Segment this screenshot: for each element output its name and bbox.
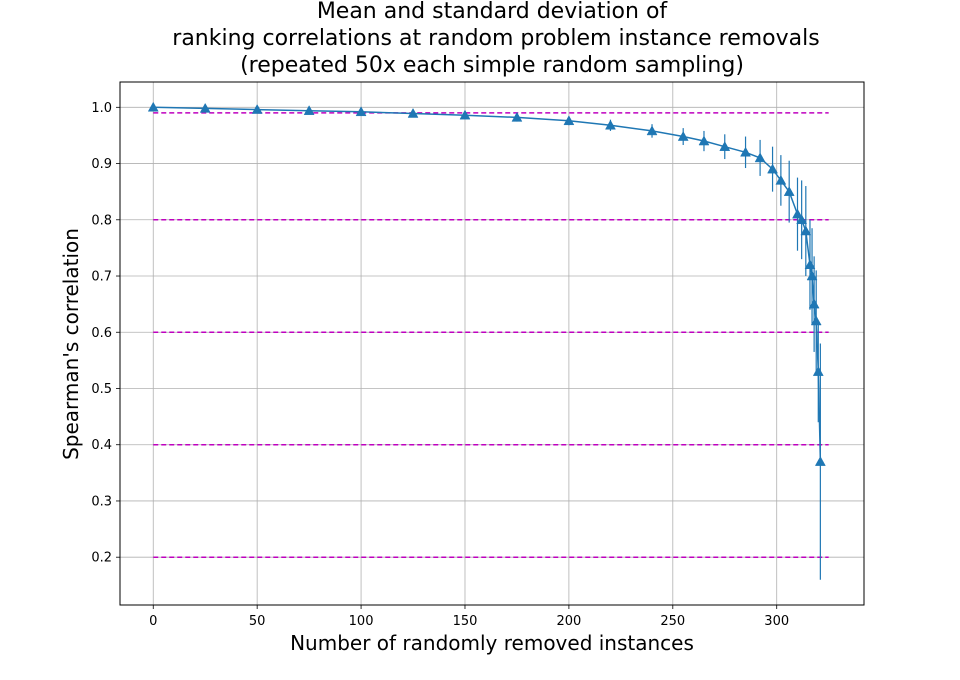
data-point-marker [812, 366, 824, 376]
chart-title-line-3: (repeated 50x each simple random samplin… [240, 53, 744, 78]
markers-layer [147, 101, 826, 466]
y-tick-label: 0.9 [91, 157, 112, 172]
x-tick-label: 300 [764, 614, 789, 629]
x-tick-label: 150 [453, 614, 478, 629]
data-point-marker [698, 135, 710, 146]
data-point-marker [511, 111, 523, 122]
data-point-marker [147, 101, 159, 112]
x-tick-label: 250 [660, 614, 685, 629]
data-point-marker [199, 102, 211, 113]
data-point-marker [796, 214, 808, 225]
x-tick-label: 200 [556, 614, 581, 629]
data-point-marker [814, 456, 826, 466]
chart-title-line-2: ranking correlations at random problem i… [172, 26, 819, 51]
data-point-marker [783, 186, 795, 196]
x-tick-label: 0 [149, 614, 157, 629]
data-point-marker [407, 107, 419, 118]
data-point-marker [810, 315, 822, 326]
data-point-marker [719, 141, 731, 151]
data-point-marker [804, 259, 816, 270]
mean-line [153, 106, 822, 462]
series-layer [153, 106, 822, 462]
data-point-marker [355, 106, 367, 117]
data-point-marker [740, 146, 751, 157]
data-point-marker [800, 225, 812, 236]
x-axis-label: Number of randomly removed instances [290, 631, 694, 655]
data-point-marker [563, 115, 575, 126]
reference-lines-layer [153, 112, 829, 558]
data-point-marker [677, 131, 689, 141]
y-tick-label: 0.2 [91, 551, 112, 566]
y-tick-label: 0.4 [91, 438, 112, 453]
x-tick-label: 100 [349, 614, 374, 629]
y-axis-label: Spearman's correlation [59, 228, 83, 460]
data-point-marker [459, 109, 471, 120]
y-tick-label: 0.8 [91, 213, 112, 228]
y-tick-label: 0.5 [91, 382, 112, 397]
data-point-marker [303, 105, 315, 115]
data-point-marker [806, 270, 818, 281]
y-tick-label: 0.3 [91, 494, 112, 509]
data-point-marker [808, 298, 820, 309]
data-point-marker [767, 163, 778, 174]
ticks-layer: 0 50 100 150 200 250 300 0.2 0.3 0.4 0.5 0.6 0.7 0.8 0… [91, 101, 789, 629]
data-point-marker [646, 125, 658, 136]
chart-title-line-1: Mean and standard deviation of [317, 0, 669, 24]
x-tick-label: 50 [249, 614, 266, 629]
y-tick-label: 1.0 [91, 101, 112, 116]
data-point-marker [251, 104, 263, 114]
data-point-marker [775, 174, 787, 185]
plot-frame [119, 81, 865, 606]
data-point-marker [754, 152, 766, 163]
y-tick-label: 0.6 [91, 326, 112, 341]
data-point-marker [605, 119, 616, 130]
y-tick-label: 0.7 [91, 270, 112, 285]
data-point-marker [792, 208, 803, 219]
